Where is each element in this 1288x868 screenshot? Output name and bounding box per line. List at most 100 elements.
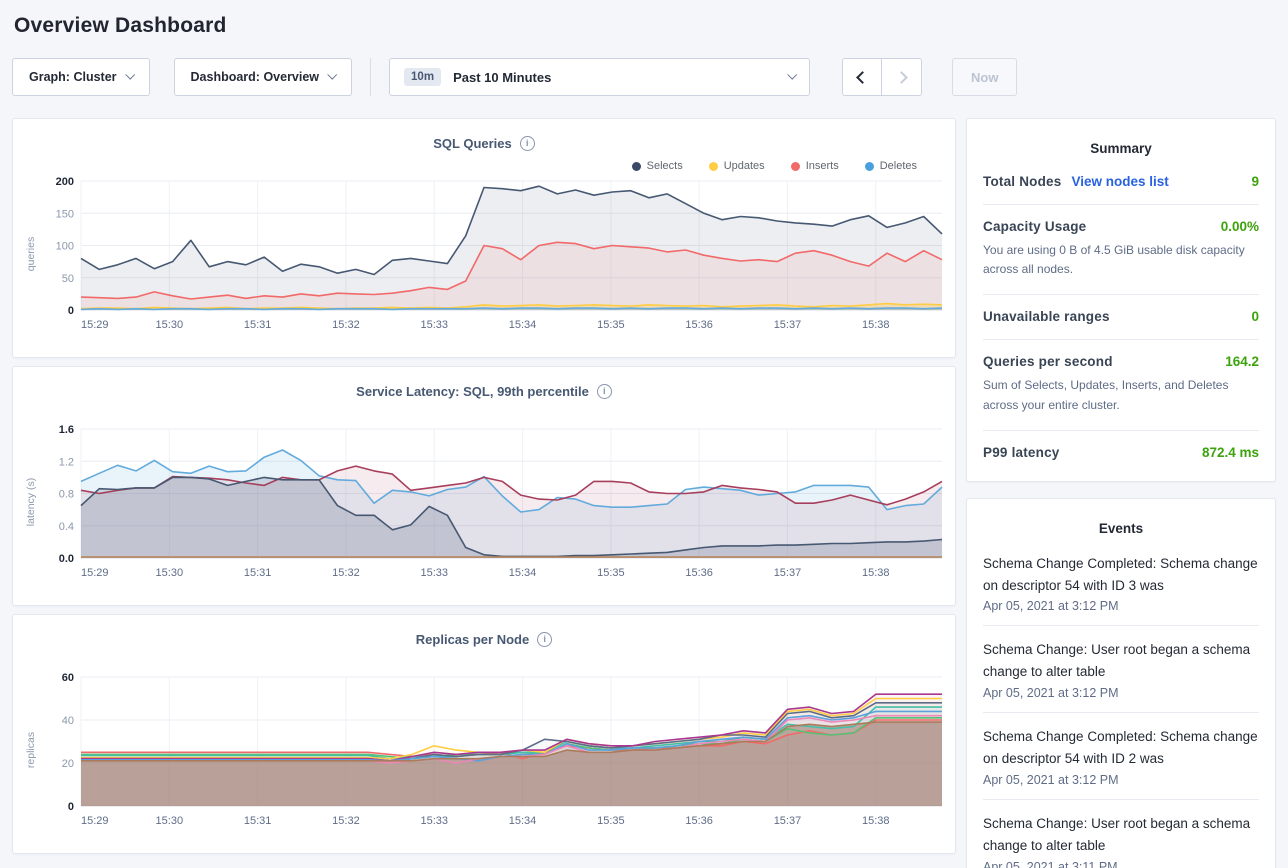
svg-text:15:35: 15:35 bbox=[597, 319, 625, 331]
summary-label: Capacity Usage bbox=[983, 219, 1087, 234]
legend-dot-icon bbox=[790, 161, 800, 171]
svg-text:15:38: 15:38 bbox=[862, 815, 890, 827]
time-range-picker[interactable]: 10m Past 10 Minutes bbox=[389, 58, 811, 96]
y-axis-unit: queries bbox=[25, 236, 38, 272]
svg-text:1.6: 1.6 bbox=[59, 424, 74, 436]
summary-label: P99 latency bbox=[983, 444, 1060, 460]
legend-dot-icon bbox=[708, 161, 718, 171]
content: SQL Queries i Selects Updates Inserts Delet… bbox=[12, 118, 1276, 868]
chevron-left-icon bbox=[855, 70, 869, 84]
svg-text:15:38: 15:38 bbox=[862, 319, 890, 331]
chart-title: Service Latency: SQL, 99th percentile bbox=[356, 383, 589, 399]
events-panel: Events Schema Change Completed: Schema c… bbox=[966, 497, 1276, 868]
svg-text:150: 150 bbox=[56, 208, 74, 220]
event-timestamp: Apr 05, 2021 at 3:12 PM bbox=[983, 686, 1119, 701]
event-timestamp: Apr 05, 2021 at 3:12 PM bbox=[983, 772, 1119, 787]
svg-text:50: 50 bbox=[62, 273, 74, 285]
sql-queries-chart[interactable]: 0 50 100 150 200 15:29 15:30 15:31 15:32 15:33 15:… bbox=[39, 175, 945, 333]
service-latency-panel: Service Latency: SQL, 99th percentile i … bbox=[12, 366, 956, 606]
y-axis-unit: latency (s) bbox=[25, 477, 37, 527]
next-range-button-disabled[interactable] bbox=[882, 58, 923, 96]
dashboard-dropdown-label: Dashboard: Overview bbox=[190, 70, 320, 84]
svg-text:15:37: 15:37 bbox=[774, 815, 802, 827]
svg-text:15:34: 15:34 bbox=[509, 815, 537, 827]
legend-item-inserts: Inserts bbox=[790, 159, 839, 173]
event-timestamp: Apr 05, 2021 at 3:12 PM bbox=[983, 599, 1119, 614]
svg-text:15:31: 15:31 bbox=[244, 319, 272, 331]
graph-dropdown[interactable]: Graph: Cluster bbox=[12, 58, 150, 96]
previous-range-button[interactable] bbox=[842, 58, 883, 96]
summary-value: 0.00% bbox=[1220, 219, 1259, 234]
info-icon[interactable]: i bbox=[596, 383, 612, 399]
toolbar: Graph: Cluster Dashboard: Overview 10m P… bbox=[12, 58, 1276, 96]
svg-text:15:36: 15:36 bbox=[685, 567, 713, 579]
svg-text:15:30: 15:30 bbox=[156, 319, 184, 331]
svg-text:15:32: 15:32 bbox=[332, 319, 360, 331]
svg-text:15:35: 15:35 bbox=[597, 815, 625, 827]
legend-dot-icon bbox=[864, 161, 874, 171]
sidebar-column: Summary Total Nodes View nodes list 9 Ca… bbox=[966, 118, 1276, 868]
legend-item-updates: Updates bbox=[708, 159, 765, 173]
info-icon[interactable]: i bbox=[519, 135, 535, 151]
info-icon[interactable]: i bbox=[537, 631, 553, 647]
summary-label: Queries per second bbox=[983, 354, 1113, 370]
svg-text:15:34: 15:34 bbox=[509, 319, 537, 331]
summary-subtext: Sum of Selects, Updates, Inserts, and De… bbox=[983, 378, 1229, 412]
svg-text:15:34: 15:34 bbox=[509, 567, 537, 579]
svg-text:15:33: 15:33 bbox=[420, 815, 448, 827]
chevron-right-icon bbox=[895, 70, 908, 84]
chevron-down-icon bbox=[124, 69, 135, 80]
svg-text:15:29: 15:29 bbox=[81, 815, 109, 827]
svg-text:15:33: 15:33 bbox=[420, 319, 448, 331]
svg-text:0: 0 bbox=[68, 801, 74, 813]
legend-item-selects: Selects bbox=[631, 159, 683, 173]
chevron-down-icon bbox=[327, 69, 338, 80]
time-step-buttons bbox=[842, 58, 923, 96]
event-text: Schema Change Completed: Schema change o… bbox=[983, 555, 1258, 593]
svg-text:15:32: 15:32 bbox=[332, 815, 360, 827]
summary-row-p99-latency: P99 latency 872.4 ms bbox=[983, 431, 1259, 475]
dashboard-dropdown[interactable]: Dashboard: Overview bbox=[173, 58, 353, 96]
y-axis-unit: replicas bbox=[25, 731, 37, 769]
svg-text:1.2: 1.2 bbox=[59, 456, 74, 468]
summary-value: 872.4 ms bbox=[1201, 444, 1259, 460]
svg-text:0.4: 0.4 bbox=[59, 521, 74, 533]
svg-text:60: 60 bbox=[62, 672, 74, 684]
sql-queries-panel: SQL Queries i Selects Updates Inserts Delet… bbox=[12, 118, 956, 358]
summary-title: Summary bbox=[1090, 141, 1152, 156]
event-text: Schema Change: User root began a schema … bbox=[983, 815, 1251, 853]
event-list-item: Schema Change Completed: Schema change o… bbox=[983, 540, 1259, 627]
svg-text:200: 200 bbox=[56, 176, 74, 188]
page-title: Overview Dashboard bbox=[14, 14, 227, 37]
event-timestamp: Apr 05, 2021 at 3:11 PM bbox=[983, 859, 1118, 868]
chart-title: Replicas per Node bbox=[415, 631, 530, 647]
svg-text:15:35: 15:35 bbox=[597, 567, 625, 579]
svg-text:15:32: 15:32 bbox=[332, 567, 360, 579]
chart-legend: Selects Updates Inserts Deletes bbox=[23, 153, 945, 175]
summary-row-capacity-usage: Capacity Usage 0.00% You are using 0 B o… bbox=[983, 205, 1259, 296]
event-list-item: Schema Change: User root began a schema … bbox=[983, 626, 1259, 714]
event-list-item: Schema Change Completed: Schema change o… bbox=[983, 713, 1259, 800]
legend-item-deletes: Deletes bbox=[864, 159, 917, 173]
replicas-per-node-chart[interactable]: 0 20 40 60 15:29 15:30 15:31 15:32 15:33 15:34 15:… bbox=[39, 671, 945, 829]
svg-text:15:31: 15:31 bbox=[244, 815, 272, 827]
chart-title: SQL Queries bbox=[433, 135, 512, 151]
svg-text:0.0: 0.0 bbox=[59, 553, 74, 565]
svg-text:40: 40 bbox=[62, 715, 74, 727]
summary-row-total-nodes: Total Nodes View nodes list 9 bbox=[983, 160, 1259, 205]
legend-dot-icon bbox=[631, 161, 641, 171]
svg-text:0: 0 bbox=[68, 305, 74, 317]
summary-panel: Summary Total Nodes View nodes list 9 Ca… bbox=[966, 118, 1276, 482]
chevron-down-icon bbox=[787, 69, 798, 80]
replicas-per-node-panel: Replicas per Node i replicas 0 20 40 60 15:2… bbox=[12, 614, 956, 854]
now-button-disabled[interactable]: Now bbox=[952, 58, 1018, 96]
summary-value: 164.2 bbox=[1225, 354, 1259, 370]
event-text: Schema Change: User root began a schema … bbox=[983, 642, 1251, 680]
view-nodes-list-link[interactable]: View nodes list bbox=[1071, 174, 1169, 189]
svg-text:15:37: 15:37 bbox=[774, 319, 802, 331]
service-latency-chart[interactable]: 0.0 0.4 0.8 1.2 1.6 15:29 15:30 15:31 15:32 15:33… bbox=[39, 423, 945, 581]
svg-text:15:36: 15:36 bbox=[685, 319, 713, 331]
svg-text:15:36: 15:36 bbox=[685, 815, 713, 827]
event-text: Schema Change Completed: Schema change o… bbox=[983, 729, 1258, 767]
